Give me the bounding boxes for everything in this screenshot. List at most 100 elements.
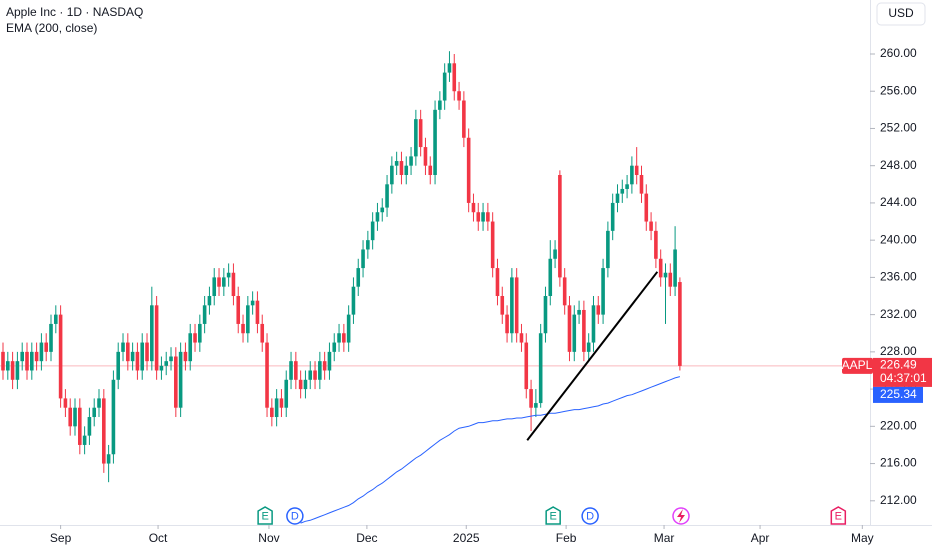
candle xyxy=(380,198,385,222)
candle xyxy=(630,156,634,194)
candle-body xyxy=(404,165,409,175)
candle-body xyxy=(322,361,327,371)
candle xyxy=(255,291,260,334)
candle-body xyxy=(30,351,34,371)
event-marker[interactable]: D xyxy=(581,507,599,525)
candle-body xyxy=(438,100,442,110)
candle xyxy=(385,175,389,217)
event-badge xyxy=(286,507,304,525)
candle xyxy=(250,291,255,315)
candle xyxy=(126,333,130,371)
candle-body xyxy=(106,454,111,464)
chart-title: Apple Inc · 1D · NASDAQ xyxy=(6,5,143,19)
candle xyxy=(121,333,125,362)
candle-body xyxy=(524,342,529,390)
candle-body xyxy=(505,314,509,334)
candle xyxy=(586,333,591,362)
event-badge xyxy=(257,506,273,525)
last-price-tag xyxy=(873,357,932,387)
candle-body xyxy=(231,272,236,297)
candle-body xyxy=(495,268,500,297)
candle-body xyxy=(145,342,149,362)
candle-body xyxy=(380,207,385,213)
candle xyxy=(193,323,197,352)
candle-body xyxy=(529,389,533,408)
candle xyxy=(462,91,466,148)
event-marker[interactable]: E xyxy=(257,506,273,525)
candle-body xyxy=(164,361,169,366)
candle xyxy=(231,263,236,306)
x-tick-label: Mar xyxy=(654,531,675,545)
candle xyxy=(322,351,327,380)
candle xyxy=(490,212,495,278)
candle xyxy=(510,268,514,343)
candle-body xyxy=(375,212,380,222)
x-tick-label: Feb xyxy=(556,531,577,545)
candle-body xyxy=(78,407,82,445)
y-tick-label: 220.00 xyxy=(880,419,917,433)
candle-body xyxy=(500,296,505,315)
candle-body xyxy=(159,365,164,371)
event-badge xyxy=(545,506,561,525)
candle xyxy=(15,351,20,390)
candle xyxy=(370,212,375,250)
candle xyxy=(130,342,135,371)
candle-body xyxy=(207,296,212,306)
candle-body xyxy=(586,342,591,352)
candle xyxy=(198,314,202,352)
candle xyxy=(150,286,154,371)
candle-body xyxy=(10,361,15,380)
candle xyxy=(625,175,629,199)
candle xyxy=(332,333,337,362)
candle-body xyxy=(1,351,5,371)
candle xyxy=(294,351,298,390)
event-badge xyxy=(581,507,599,525)
candle xyxy=(58,305,63,408)
event-marker[interactable]: D xyxy=(286,507,304,525)
candle xyxy=(351,277,356,324)
candle xyxy=(68,398,73,436)
candle-body xyxy=(193,333,197,343)
candle xyxy=(466,128,471,213)
candle xyxy=(145,333,149,371)
icon-bolt xyxy=(677,509,685,523)
candle xyxy=(78,398,82,455)
candle xyxy=(476,202,481,231)
candle-body xyxy=(442,72,447,101)
ema-tag xyxy=(873,386,923,403)
candle xyxy=(663,263,668,324)
candle xyxy=(486,202,490,231)
y-tick-label: 228.00 xyxy=(880,344,917,358)
candle xyxy=(678,277,682,371)
candle xyxy=(673,226,677,297)
candle-body xyxy=(606,230,610,269)
candle xyxy=(409,147,413,175)
candle xyxy=(49,314,53,362)
candle xyxy=(394,151,399,175)
candle-body xyxy=(678,282,682,366)
lightning-icon[interactable] xyxy=(672,507,690,525)
candle xyxy=(54,305,58,334)
candle-body xyxy=(150,305,154,362)
event-marker[interactable]: E xyxy=(545,506,561,525)
candle-body xyxy=(255,300,260,324)
candle-body xyxy=(154,305,159,371)
candle-body xyxy=(58,314,63,399)
candle xyxy=(303,370,308,399)
candle-body xyxy=(433,109,437,175)
last-price-label: 226.49 xyxy=(880,358,917,372)
candle xyxy=(538,323,543,408)
candle xyxy=(226,263,231,287)
candle xyxy=(246,296,250,343)
candle-body xyxy=(414,119,418,157)
candle-body xyxy=(303,379,308,390)
candle xyxy=(308,361,313,390)
candle-body xyxy=(514,277,519,334)
event-marker[interactable]: E xyxy=(830,506,847,525)
candle xyxy=(159,356,164,380)
currency-button[interactable] xyxy=(876,2,926,26)
candle xyxy=(298,370,303,399)
y-tick-label: 244.00 xyxy=(880,195,917,209)
candle-body xyxy=(639,175,644,194)
x-tick-label: May xyxy=(851,531,874,545)
